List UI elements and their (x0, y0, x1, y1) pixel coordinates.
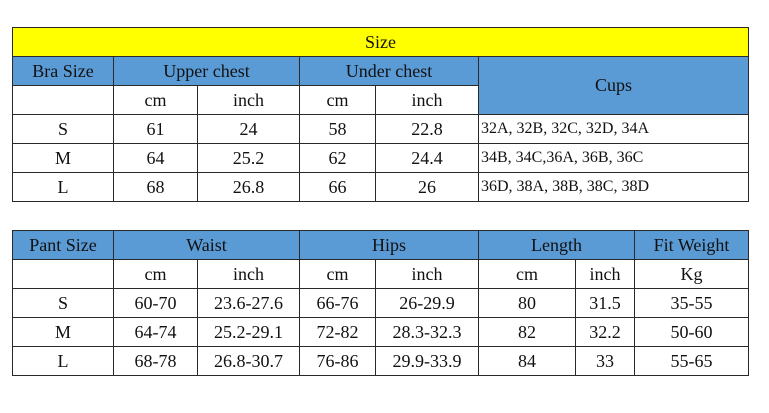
size-cell: S (12, 288, 114, 318)
size-cell: L (12, 346, 114, 376)
unit-label: inch (196, 259, 301, 289)
pant-size-header: Pant Size (12, 230, 114, 260)
size-cell: S (12, 114, 114, 144)
size-title: Size (11, 27, 750, 57)
value-cell: 66 (299, 172, 376, 202)
pant-header-row: Pant Size Waist Hips Length Fit Weight (12, 230, 750, 260)
table-row: M 64 25.2 62 24.4 34B, 34C,36A, 36B, 36C (12, 143, 750, 173)
value-cell: 76-86 (299, 346, 377, 376)
value-cell: 66-76 (299, 288, 377, 318)
value-cell: 33 (575, 346, 636, 376)
value-cell: 23.6-27.6 (196, 288, 301, 318)
unit-label: inch (197, 85, 300, 115)
cups-cell: 32A, 32B, 32C, 32D, 34A (477, 114, 750, 144)
unit-label: inch (375, 85, 479, 115)
unit-label: cm (113, 85, 198, 115)
value-cell: 60-70 (113, 288, 198, 318)
value-cell: 64-74 (113, 317, 198, 347)
value-cell: 72-82 (299, 317, 377, 347)
pant-unit-empty (12, 259, 114, 289)
unit-label: inch (375, 259, 480, 289)
value-cell: 24 (197, 114, 300, 144)
bra-size-header: Bra Size (12, 56, 114, 86)
table-row: M 64-74 25.2-29.1 72-82 28.3-32.3 82 32.… (12, 317, 750, 347)
value-cell: 68 (113, 172, 198, 202)
value-cell: 62 (299, 143, 376, 173)
value-cell: 26-29.9 (375, 288, 480, 318)
length-header: Length (478, 230, 636, 260)
bra-unit-empty (12, 85, 114, 115)
value-cell: 80 (478, 288, 577, 318)
pant-unit-row: cm inch cm inch cm inch Kg (12, 259, 750, 289)
value-cell: 29.9-33.9 (375, 346, 480, 376)
value-cell: 64 (113, 143, 198, 173)
unit-label: inch (575, 259, 636, 289)
value-cell: 58 (299, 114, 376, 144)
value-cell: 24.4 (375, 143, 479, 173)
fit-weight-header: Fit Weight (634, 230, 750, 260)
value-cell: 28.3-32.3 (375, 317, 480, 347)
value-cell: 31.5 (575, 288, 636, 318)
size-title-row: Size (11, 27, 750, 57)
table-row: L 68-78 26.8-30.7 76-86 29.9-33.9 84 33 … (12, 346, 750, 376)
value-cell: 22.8 (375, 114, 479, 144)
pant-size-table: Pant Size Waist Hips Length Fit Weight c… (12, 230, 750, 376)
size-cell: M (12, 143, 114, 173)
cups-header: Cups (477, 56, 750, 115)
value-cell: 68-78 (113, 346, 198, 376)
table-row: L 68 26.8 66 26 36D, 38A, 38B, 38C, 38D (12, 172, 750, 202)
value-cell: 35-55 (634, 288, 750, 318)
value-cell: 25.2-29.1 (196, 317, 301, 347)
upper-chest-header: Upper chest (113, 56, 300, 86)
value-cell: 84 (478, 346, 577, 376)
value-cell: 55-65 (634, 346, 750, 376)
unit-label: Kg (634, 259, 750, 289)
size-cell: M (12, 317, 114, 347)
cups-cell: 34B, 34C,36A, 36B, 36C (477, 143, 750, 173)
waist-header: Waist (112, 230, 301, 260)
under-chest-header: Under chest (299, 56, 479, 86)
bra-size-table: Size Bra Size Upper chest Under chest Cu… (11, 27, 750, 202)
value-cell: 32.2 (575, 317, 636, 347)
unit-label: cm (113, 259, 198, 289)
value-cell: 26.8-30.7 (196, 346, 301, 376)
value-cell: 82 (478, 317, 577, 347)
value-cell: 26 (375, 172, 479, 202)
unit-label: cm (299, 85, 376, 115)
cups-cell: 36D, 38A, 38B, 38C, 38D (477, 172, 750, 202)
value-cell: 26.8 (197, 172, 300, 202)
table-row: S 61 24 58 22.8 32A, 32B, 32C, 32D, 34A (12, 114, 750, 144)
value-cell: 50-60 (634, 317, 750, 347)
size-cell: L (12, 172, 114, 202)
value-cell: 61 (113, 114, 198, 144)
bra-header-row: Bra Size Upper chest Under chest Cups (12, 56, 750, 115)
hips-header: Hips (299, 230, 480, 260)
value-cell: 25.2 (197, 143, 300, 173)
unit-label: cm (478, 259, 577, 289)
unit-label: cm (299, 259, 377, 289)
table-row: S 60-70 23.6-27.6 66-76 26-29.9 80 31.5 … (12, 288, 750, 318)
